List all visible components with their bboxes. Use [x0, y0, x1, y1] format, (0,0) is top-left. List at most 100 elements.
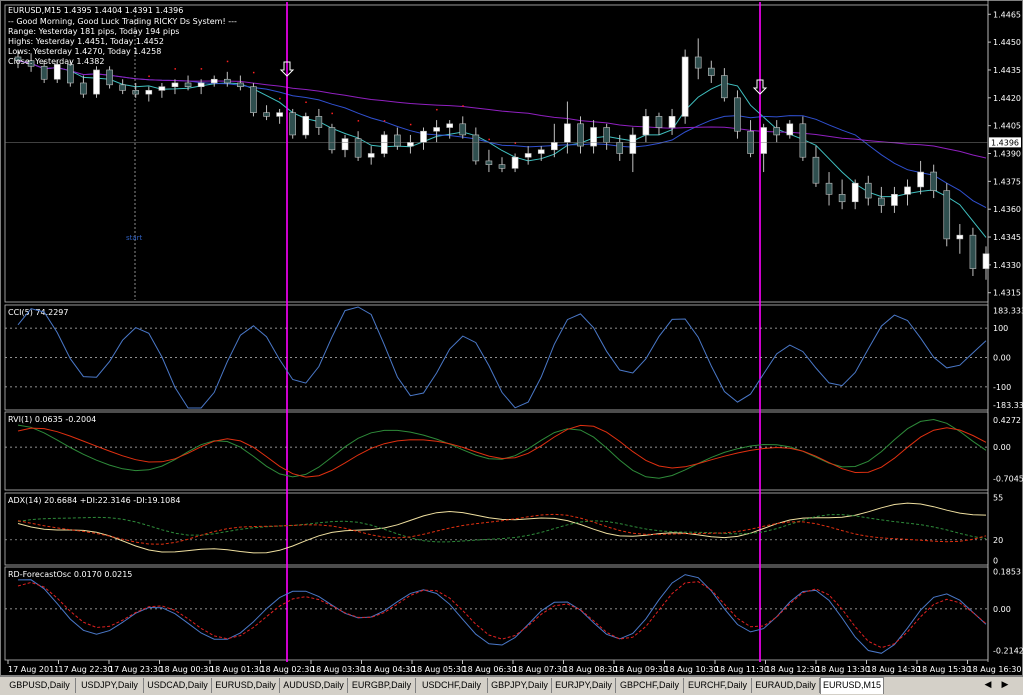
price-axis-label: 1.4435 [993, 66, 1021, 75]
tab-scroll-right-icon[interactable]: ▶ [1001, 680, 1009, 690]
stop-dot [409, 123, 412, 126]
trading-chart[interactable]: 1.4465 1.4450 1.4435 1.4420 1.4405 1.4390 1.43… [0, 0, 1023, 676]
ma-fast-line [17, 60, 987, 238]
stop-dot [357, 120, 360, 122]
candle-body [878, 197, 885, 206]
candle-body [158, 86, 166, 91]
candle-body [773, 127, 781, 136]
stop-dot [174, 68, 176, 70]
stop-dot [488, 138, 490, 141]
fosc-line-a [17, 574, 987, 654]
price-axis-label: 1.4360 [993, 205, 1021, 214]
adx-plus-di-line [17, 514, 987, 543]
info-line: -- Good Morning, Good Luck Trading RICKY… [8, 17, 237, 26]
candle-body [80, 82, 87, 95]
rvi-axis-label: 0.4272 [993, 416, 1021, 425]
candle-body [864, 182, 872, 199]
time-axis-label: 18 Aug 02:30 [261, 665, 315, 674]
candle-body [328, 127, 336, 151]
chart-tab[interactable]: USDJPY,Daily [76, 678, 144, 693]
time-axis-label: 18 Aug 14:30 [867, 665, 921, 674]
rvi-signal-line [17, 424, 987, 478]
candle-body [459, 123, 467, 136]
candle-body [67, 64, 74, 84]
adx-title: ADX(14) 20.6684 +DI:22.3146 -DI:19.1084 [8, 496, 180, 505]
chart-tab[interactable]: EURCHF,Daily [684, 678, 752, 693]
chart-tab[interactable]: EURUSD,M15 [820, 677, 884, 694]
time-axis-label: 18 Aug 12:30 [766, 665, 820, 674]
candle-body [433, 127, 440, 132]
candle-body [603, 127, 610, 143]
candle-body [223, 78, 231, 84]
cci-axis-label: -183.333 [993, 401, 1023, 410]
stop-dot [514, 142, 517, 144]
stop-dot [226, 60, 229, 63]
cci-line [17, 306, 987, 409]
stop-dot [252, 71, 255, 74]
cci-axis-label: 100 [993, 324, 1008, 333]
candle-body [210, 78, 218, 84]
candle-body [694, 56, 702, 69]
adx-main-line [17, 502, 987, 554]
time-axis-label: 18 Aug 06:30 [463, 665, 517, 674]
current-price-box [989, 137, 1021, 148]
price-axis-label: 1.4375 [993, 177, 1021, 186]
candle-body [904, 186, 911, 195]
candle-body [119, 84, 126, 91]
adx-minus-di-line [17, 513, 987, 545]
candle-body [668, 116, 676, 128]
chart-tab[interactable]: EURUSD,Daily [212, 678, 280, 693]
chart-tab[interactable]: EURJPY,Daily [552, 678, 616, 693]
candle-body [524, 153, 532, 158]
candle-body [930, 171, 937, 191]
stop-dot [148, 75, 150, 78]
chart-tab[interactable]: AUDUSD,Daily [280, 678, 348, 693]
candle-body [40, 65, 48, 80]
chart-tab[interactable]: EURGBP,Daily [348, 678, 416, 693]
time-axis-label: 18 Aug 15:30 [917, 665, 971, 674]
candle-body [341, 138, 349, 151]
chart-tab[interactable]: EURAUD,Daily [752, 678, 820, 693]
info-line: Highs: Yesterday 1.4451, Today 1.4452 [8, 37, 164, 46]
candle-body [825, 182, 833, 195]
time-axis-label: 17 Aug 2011 [8, 665, 59, 674]
candle-body [93, 69, 100, 95]
stop-dot [200, 68, 203, 70]
candle-body [289, 112, 297, 136]
adx-axis-label: 0 [993, 557, 998, 566]
time-axis-label: 18 Aug 03:30 [311, 665, 365, 674]
candle-body [760, 127, 767, 154]
candle-body [707, 67, 715, 76]
candle-body [838, 194, 846, 203]
candle-body [891, 194, 898, 206]
info-line: Range: Yesterday 181 pips, Today 194 pip… [8, 27, 179, 36]
info-line: Lows: Yesterday 1.4270, Today 1.4258 [8, 47, 161, 56]
fosc-panel-border [4, 566, 989, 661]
candle-body [969, 234, 977, 269]
candle-body [53, 64, 61, 80]
chart-tab[interactable]: USDCAD,Daily [144, 678, 212, 693]
ma-mid-line [17, 60, 987, 209]
adx-axis-label: 20 [993, 536, 1003, 545]
stop-dot [331, 112, 333, 115]
time-axis-label: 18 Aug 09:30 [614, 665, 668, 674]
current-price-label: 1.4396 [991, 138, 1019, 147]
time-axis-label: 18 Aug 04:30 [362, 665, 416, 674]
info-line: Close: Yesterday 1.4382 [8, 57, 104, 66]
cci-axis-label: 0.00 [993, 354, 1011, 363]
tab-scroll-left-icon[interactable]: ◀ [984, 680, 992, 690]
time-axis-label: 18 Aug 05:30 [412, 665, 466, 674]
candle-body [982, 253, 990, 269]
candle-body [721, 75, 728, 99]
candle-body [564, 123, 571, 143]
candle-body [786, 123, 794, 136]
chart-tab[interactable]: USDCHF,Daily [416, 678, 488, 693]
candle-body [537, 149, 545, 154]
chart-tab[interactable]: GBPJPY,Daily [488, 678, 552, 693]
chart-tab[interactable]: GBPUSD,Daily [4, 678, 76, 693]
chart-tab[interactable]: GBPCHF,Daily [616, 678, 684, 693]
candle-body [511, 156, 519, 169]
candle-body [237, 82, 244, 87]
candle-body [184, 82, 192, 87]
adx-axis-label: 55 [993, 493, 1003, 502]
